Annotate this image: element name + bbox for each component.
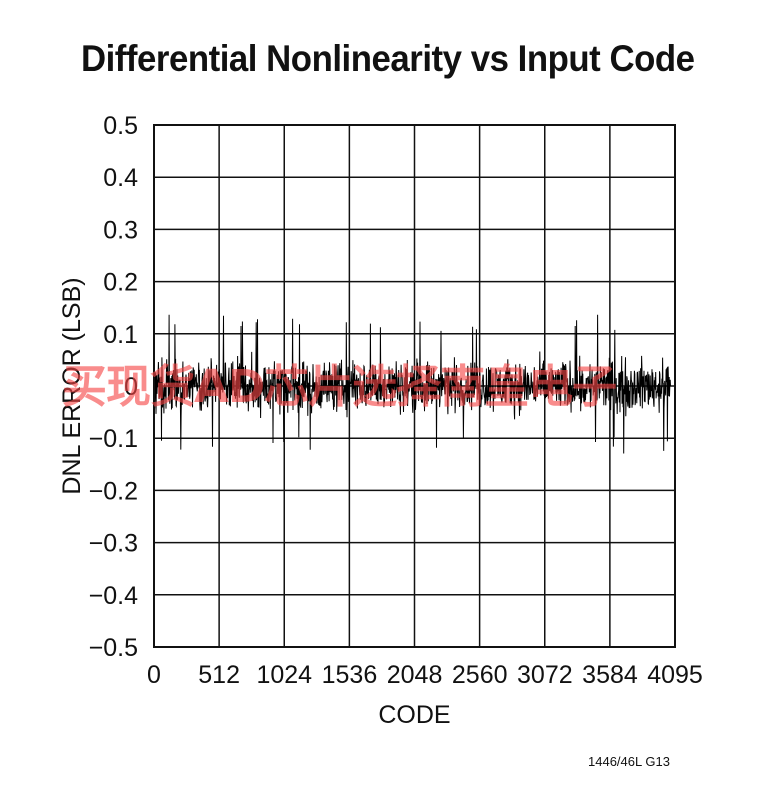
x-tick-label: 512 [198, 661, 240, 689]
dnl-trace [154, 314, 671, 454]
watermark-text: 买现货AD芯片选择南皇电子 [62, 360, 617, 413]
chart-title: Differential Nonlinearity vs Input Code [80, 38, 695, 79]
x-tick-label: 4095 [647, 661, 703, 689]
x-tick-label: 2048 [387, 661, 443, 689]
y-tick-label: −0.5 [89, 634, 138, 662]
x-tick-label: 1536 [322, 661, 378, 689]
y-tick-label: 0.1 [103, 321, 138, 349]
x-tick-label: 0 [147, 661, 161, 689]
figure-id: 1446/46L G13 [588, 754, 670, 769]
y-tick-label: 0 [124, 373, 138, 401]
grid-lines [154, 125, 675, 647]
dnl-series-line [154, 314, 671, 454]
y-tick-labels: −0.5 −0.4 −0.3 −0.2 −0.1 0 0.1 0.2 0.3 0.4 0.5 [89, 112, 138, 662]
y-tick-label: 0.3 [103, 216, 138, 244]
y-tick-label: 0.4 [103, 164, 138, 192]
x-axis-label: CODE [378, 701, 450, 729]
x-tick-label: 3584 [582, 661, 638, 689]
y-axis-label: DNL ERROR (LSB) [58, 277, 86, 494]
x-tick-label: 1024 [256, 661, 312, 689]
y-tick-label: −0.2 [89, 477, 138, 505]
y-tick-label: −0.1 [89, 425, 138, 453]
y-tick-label: −0.3 [89, 530, 138, 558]
x-tick-labels: 0 512 1024 1536 2048 2560 3072 3584 4095 [147, 661, 703, 689]
y-tick-label: 0.5 [103, 112, 138, 140]
x-tick-label: 2560 [452, 661, 508, 689]
plot-frame [153, 124, 676, 648]
y-tick-label: 0.2 [103, 269, 138, 297]
x-tick-label: 3072 [517, 661, 573, 689]
y-tick-label: −0.4 [89, 582, 138, 610]
